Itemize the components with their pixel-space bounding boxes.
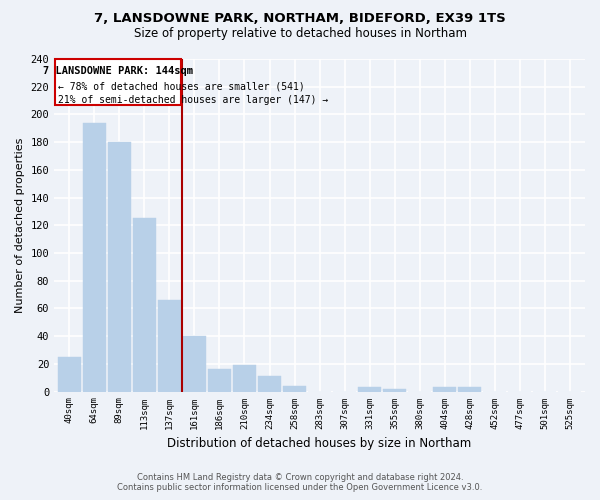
Bar <box>433 388 456 392</box>
Bar <box>83 122 106 392</box>
Bar <box>108 142 131 392</box>
Bar <box>233 365 256 392</box>
Bar <box>158 300 181 392</box>
Text: Contains HM Land Registry data © Crown copyright and database right 2024.
Contai: Contains HM Land Registry data © Crown c… <box>118 473 482 492</box>
Bar <box>58 357 81 392</box>
Text: Size of property relative to detached houses in Northam: Size of property relative to detached ho… <box>133 28 467 40</box>
Text: 7 LANSDOWNE PARK: 144sqm: 7 LANSDOWNE PARK: 144sqm <box>43 66 193 76</box>
X-axis label: Distribution of detached houses by size in Northam: Distribution of detached houses by size … <box>167 437 472 450</box>
Bar <box>183 336 206 392</box>
Bar <box>258 376 281 392</box>
Bar <box>208 370 231 392</box>
FancyBboxPatch shape <box>55 59 181 104</box>
Text: 21% of semi-detached houses are larger (147) →: 21% of semi-detached houses are larger (… <box>58 95 328 105</box>
Bar <box>133 218 156 392</box>
Text: ← 78% of detached houses are smaller (541): ← 78% of detached houses are smaller (54… <box>58 81 305 91</box>
Bar <box>383 389 406 392</box>
Bar <box>358 388 381 392</box>
Y-axis label: Number of detached properties: Number of detached properties <box>15 138 25 313</box>
Text: 7, LANSDOWNE PARK, NORTHAM, BIDEFORD, EX39 1TS: 7, LANSDOWNE PARK, NORTHAM, BIDEFORD, EX… <box>94 12 506 26</box>
Bar <box>283 386 306 392</box>
Bar <box>458 388 481 392</box>
